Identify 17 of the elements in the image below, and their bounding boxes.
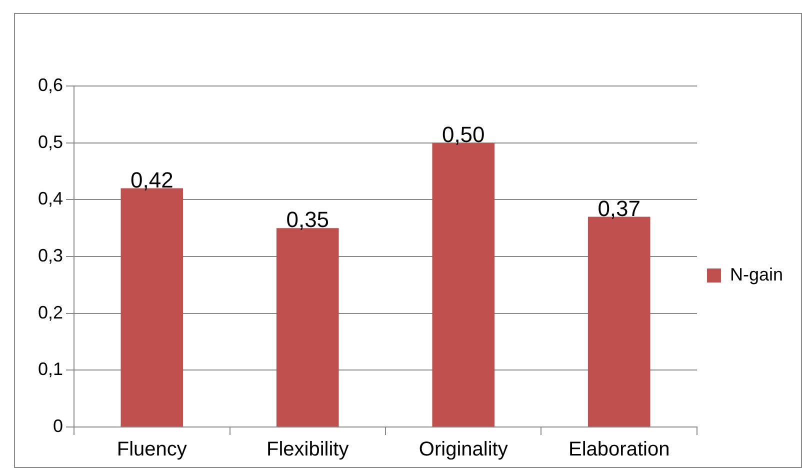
y-tick-label: 0,6	[38, 74, 64, 95]
x-tick-label: Fluency	[116, 438, 187, 461]
y-tick-label: 0,1	[38, 359, 64, 380]
data-label: 0,37	[598, 196, 641, 221]
data-label: 0,50	[442, 122, 485, 147]
x-tick-label: Originality	[418, 438, 508, 461]
data-label: 0,35	[286, 207, 330, 232]
y-tick-label: 0	[53, 416, 64, 436]
legend-label: N-gain	[730, 264, 784, 284]
y-tick-label: 0,3	[38, 245, 64, 266]
x-tick-label: Flexibility	[266, 438, 349, 461]
y-tick-label: 0,2	[38, 302, 64, 322]
data-label: 0,42	[130, 167, 174, 192]
y-tick-label: 0,5	[38, 132, 64, 152]
bar	[276, 228, 339, 426]
y-tick-label: 0,4	[38, 188, 64, 209]
x-tick-label: Elaboration	[568, 438, 670, 461]
